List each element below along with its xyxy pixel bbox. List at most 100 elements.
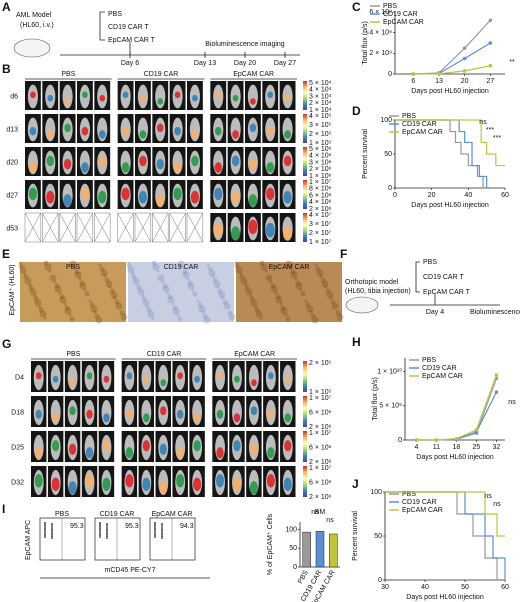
signal bbox=[231, 190, 240, 204]
group-header: PBS bbox=[66, 351, 80, 358]
mouse-body bbox=[248, 364, 259, 391]
texture bbox=[203, 316, 211, 324]
signal bbox=[69, 379, 76, 387]
point bbox=[488, 63, 493, 68]
axis-label: mCD45 PE-CY7 bbox=[105, 567, 156, 574]
axis-label: Percent survival bbox=[352, 511, 359, 561]
signal bbox=[268, 372, 274, 380]
color-scale bbox=[303, 466, 307, 497]
signal bbox=[217, 372, 223, 380]
texture bbox=[187, 282, 195, 290]
model-label: AML Model bbox=[16, 12, 52, 19]
signal bbox=[266, 474, 275, 488]
y-tick-label: 100 bbox=[285, 526, 297, 533]
scale-label: 1 × 10⁵ bbox=[309, 140, 332, 147]
point bbox=[488, 18, 493, 23]
axis-label: Days post HL60 injection bbox=[406, 594, 484, 601]
event bbox=[99, 526, 101, 528]
cross bbox=[186, 212, 204, 243]
scale-label: 1 × 10⁷ bbox=[309, 465, 332, 472]
axis-label: Days post HL60 injection bbox=[416, 454, 494, 461]
texture bbox=[191, 288, 195, 292]
texture bbox=[234, 263, 240, 269]
signal bbox=[157, 98, 164, 105]
flow-plot bbox=[149, 517, 196, 561]
flow-value: 95.3 bbox=[125, 523, 139, 530]
texture bbox=[182, 271, 190, 279]
flow-plot bbox=[94, 517, 141, 561]
point bbox=[462, 46, 467, 50]
signal bbox=[80, 187, 90, 201]
row-label: D4 bbox=[15, 374, 24, 381]
event bbox=[44, 526, 46, 528]
texture bbox=[274, 291, 278, 295]
texture bbox=[197, 302, 203, 308]
signal bbox=[265, 222, 275, 238]
signal bbox=[85, 447, 94, 459]
signal bbox=[191, 155, 199, 167]
series-line bbox=[413, 65, 491, 75]
signal bbox=[30, 91, 36, 99]
group-label: EpCAM CAR bbox=[269, 264, 310, 271]
y-tick-label: 100 bbox=[380, 117, 392, 124]
texture bbox=[201, 310, 205, 314]
texture bbox=[114, 299, 120, 305]
texture bbox=[259, 260, 265, 266]
color-scale bbox=[303, 81, 307, 110]
group-label: EpCAM CAR T bbox=[108, 37, 156, 44]
ihc-image bbox=[128, 262, 234, 322]
group-label: CD19 CAR bbox=[100, 511, 135, 518]
color-scale bbox=[303, 147, 307, 176]
texture bbox=[161, 280, 165, 284]
signal bbox=[159, 443, 167, 455]
texture bbox=[320, 277, 326, 283]
x-tick-label: 0 bbox=[393, 192, 397, 199]
texture bbox=[53, 280, 57, 284]
event bbox=[106, 533, 108, 535]
group-label: PBS bbox=[55, 511, 69, 518]
texture bbox=[324, 285, 328, 289]
signal bbox=[214, 126, 222, 136]
x-tick-label: 18 bbox=[453, 444, 461, 451]
texture bbox=[63, 302, 67, 306]
group-header: EpCAM CAR bbox=[233, 71, 274, 78]
y-tick-label: 6 × 10⁹ bbox=[369, 9, 392, 16]
texture bbox=[146, 305, 150, 309]
texture bbox=[109, 288, 115, 294]
texture bbox=[221, 296, 225, 300]
event bbox=[99, 534, 101, 536]
texture bbox=[218, 291, 226, 299]
texture bbox=[69, 260, 77, 268]
texture bbox=[90, 305, 98, 313]
event bbox=[51, 523, 53, 525]
texture bbox=[177, 260, 185, 268]
panel-label: J bbox=[352, 477, 359, 491]
y-tick-label: 0 bbox=[293, 564, 297, 571]
event bbox=[51, 535, 53, 537]
event bbox=[106, 531, 108, 533]
signal bbox=[98, 190, 107, 204]
texture bbox=[239, 274, 245, 280]
scale-label: 1 × 10⁶ bbox=[309, 173, 332, 180]
signal bbox=[143, 375, 150, 383]
texture bbox=[162, 285, 170, 293]
scale-label: 3 × 10⁴ bbox=[309, 93, 332, 100]
event bbox=[99, 536, 101, 538]
day-label: Day 27 bbox=[274, 60, 296, 67]
event bbox=[106, 523, 108, 525]
signal bbox=[285, 375, 291, 383]
event bbox=[51, 529, 53, 531]
event bbox=[106, 525, 108, 527]
texture bbox=[325, 288, 331, 294]
signal bbox=[267, 91, 274, 99]
texture bbox=[73, 266, 77, 270]
texture bbox=[181, 266, 185, 270]
mouse-body bbox=[67, 364, 78, 391]
model-label: (HL60, tibia injection) bbox=[345, 288, 411, 295]
signal bbox=[216, 409, 224, 419]
x-tick-label: 30 bbox=[381, 584, 389, 591]
point bbox=[494, 373, 499, 377]
texture bbox=[23, 272, 27, 276]
scale-label: 4 × 10⁷ bbox=[309, 212, 332, 219]
event bbox=[99, 522, 101, 524]
